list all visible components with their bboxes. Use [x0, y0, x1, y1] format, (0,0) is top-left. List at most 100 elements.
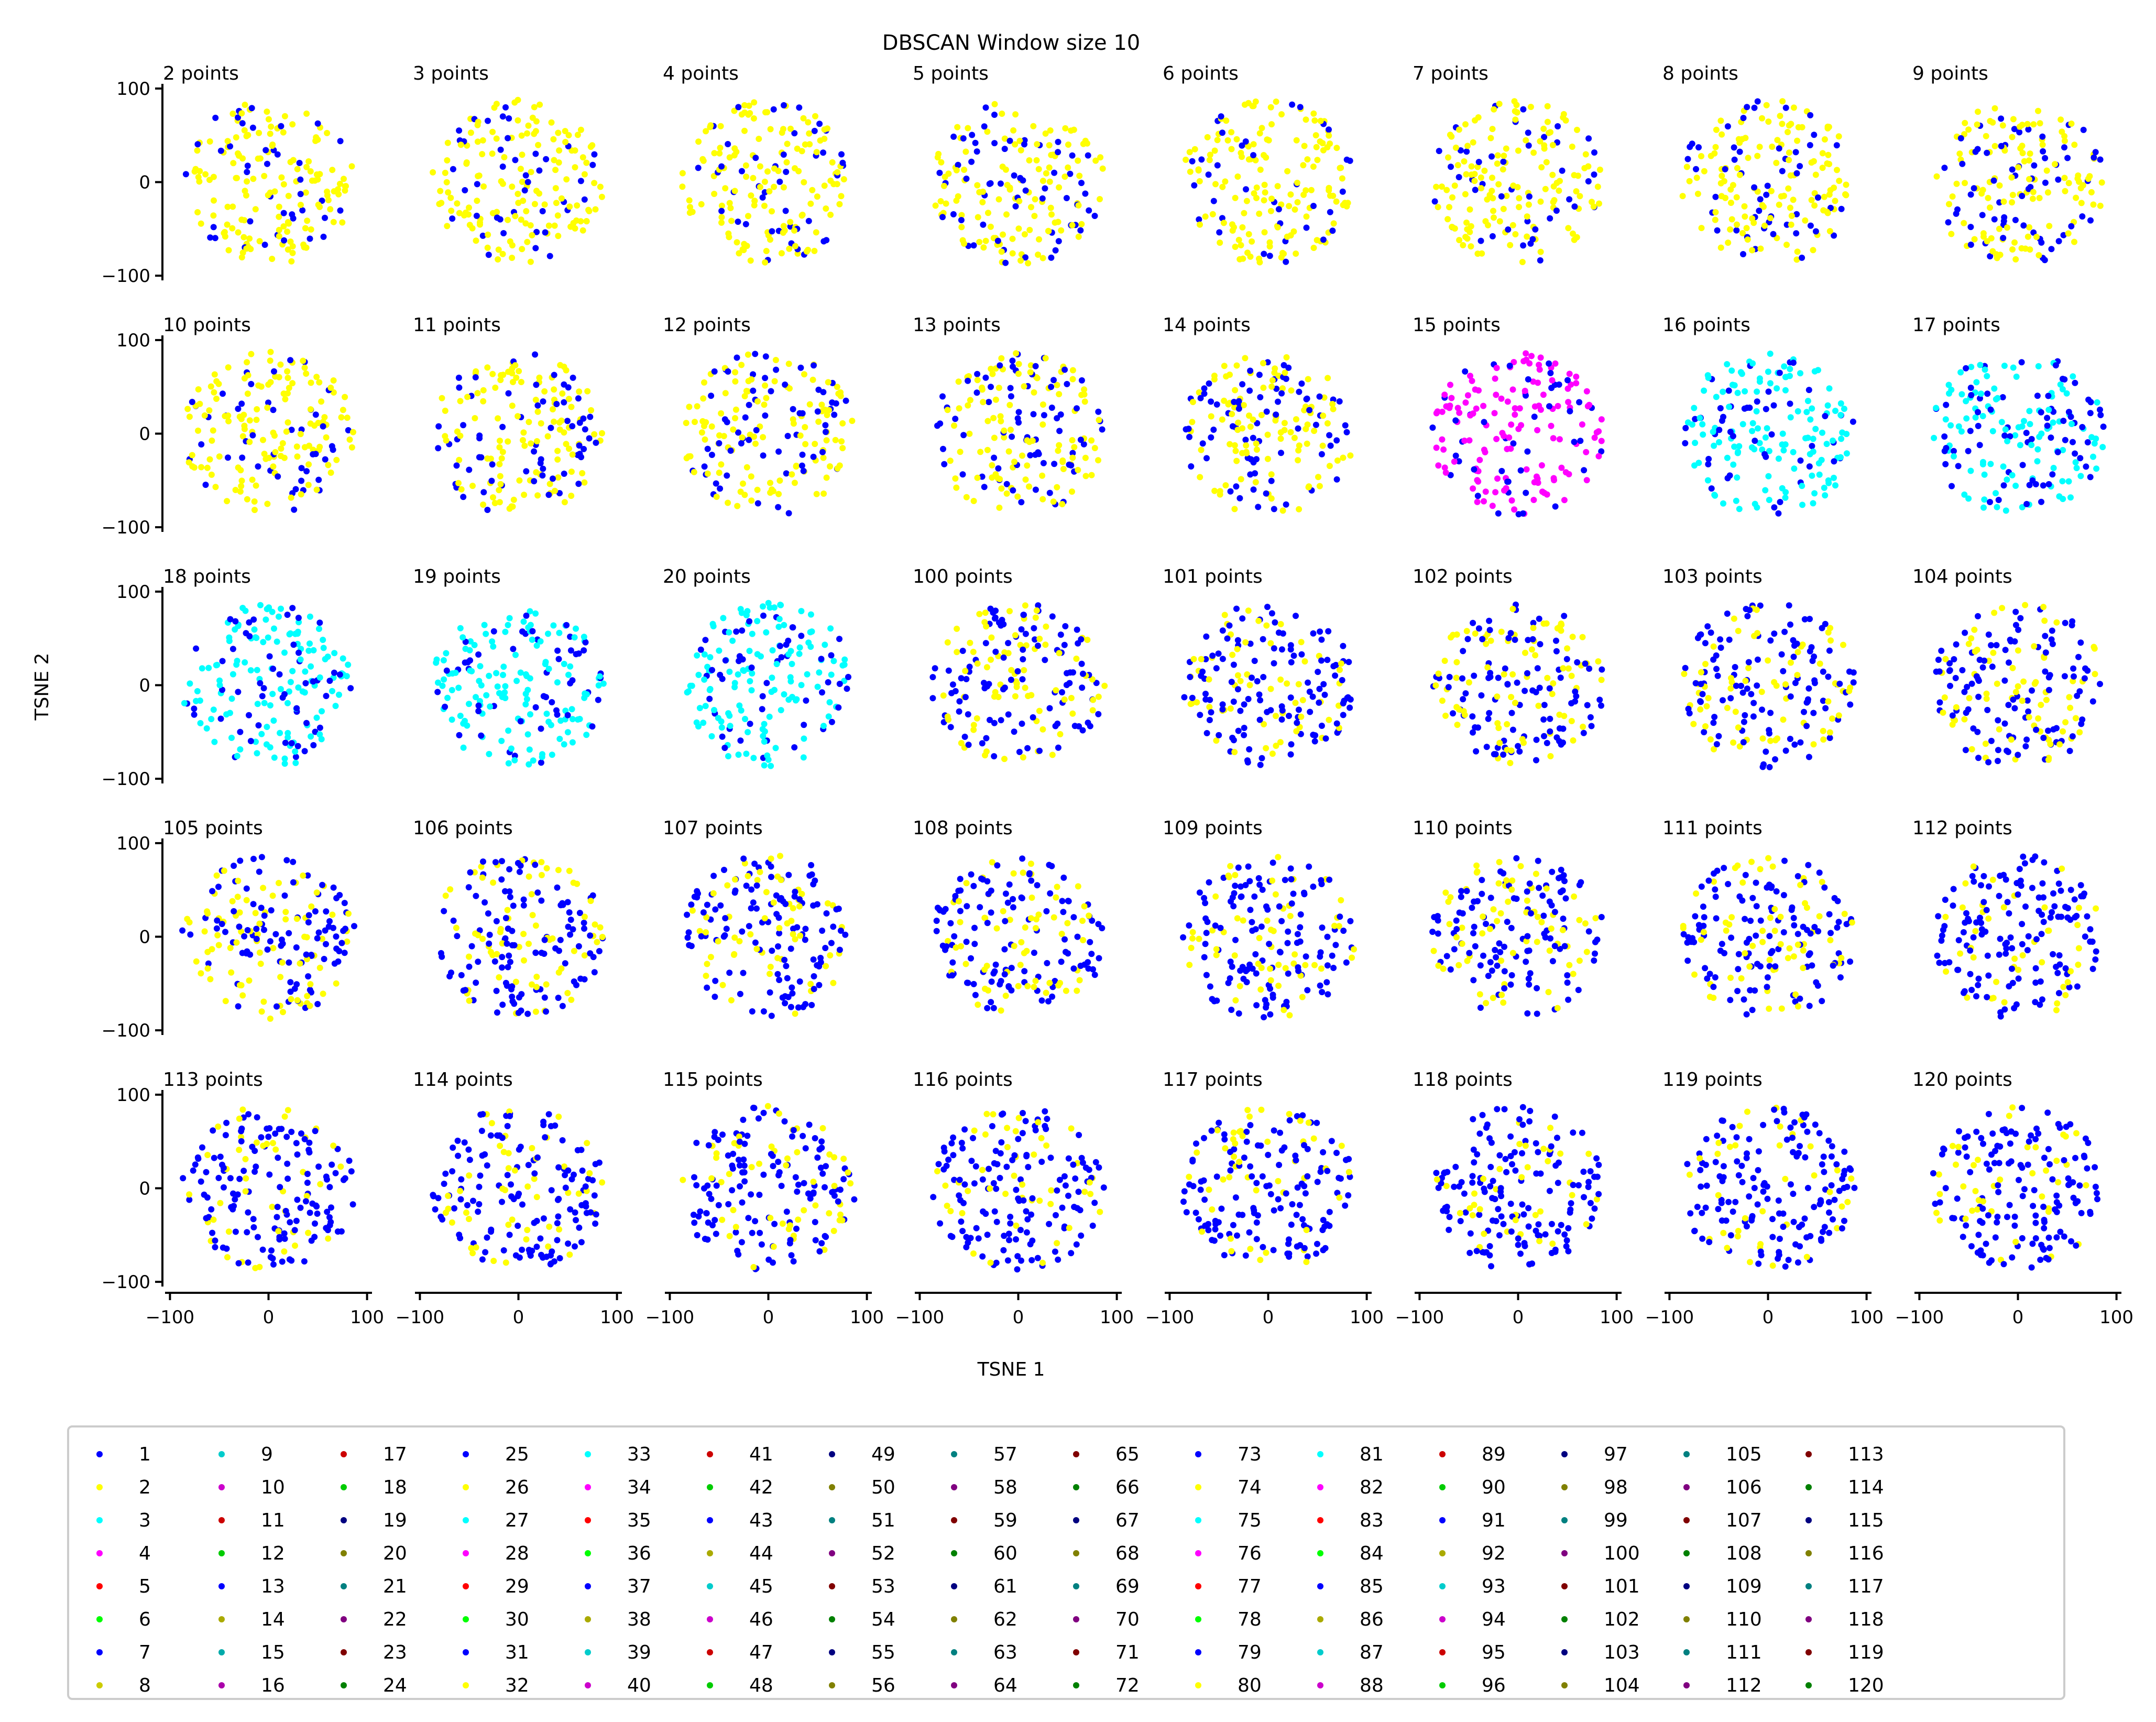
data-point	[1702, 661, 1709, 668]
data-point	[814, 962, 820, 968]
data-point	[278, 445, 284, 452]
data-point	[191, 464, 198, 471]
data-point	[278, 123, 284, 129]
data-point	[517, 669, 524, 676]
data-point	[724, 419, 730, 426]
data-point	[1239, 142, 1245, 149]
data-point	[1724, 704, 1731, 711]
data-point	[1547, 728, 1553, 735]
data-point	[1581, 165, 1588, 171]
data-point	[288, 740, 295, 747]
data-point	[1524, 670, 1530, 677]
data-point	[254, 931, 261, 938]
data-point	[2097, 202, 2104, 209]
data-point	[1318, 451, 1325, 457]
data-point	[1964, 683, 1971, 690]
data-point	[1549, 377, 1556, 384]
data-point	[2024, 697, 2031, 704]
data-point	[340, 655, 346, 662]
data-point	[473, 694, 479, 701]
data-point	[1766, 497, 1772, 503]
data-point	[1949, 483, 1955, 489]
data-point	[1787, 172, 1794, 179]
data-point	[980, 399, 987, 406]
data-point	[980, 244, 987, 251]
data-point	[1022, 924, 1028, 931]
data-point	[2070, 678, 2076, 684]
data-point	[952, 416, 959, 422]
data-point	[735, 751, 742, 758]
data-point	[1978, 390, 1984, 397]
data-point	[1461, 438, 1468, 444]
data-point	[267, 744, 273, 751]
data-point	[1429, 424, 1436, 431]
data-point	[466, 466, 473, 473]
data-point	[241, 933, 248, 940]
data-point	[971, 924, 978, 931]
data-point	[1012, 632, 1019, 639]
data-point	[1965, 448, 1972, 454]
data-point	[1239, 381, 1246, 388]
data-point	[227, 143, 234, 150]
data-point	[1713, 666, 1720, 672]
data-point	[294, 743, 301, 749]
data-point	[1695, 460, 1702, 466]
y-tick-label: −100	[102, 266, 150, 287]
data-point	[815, 386, 822, 393]
data-point	[807, 629, 814, 636]
data-point	[1211, 147, 1218, 154]
data-point	[285, 192, 292, 199]
data-point	[475, 651, 482, 658]
data-point	[823, 205, 829, 212]
data-point	[1811, 490, 1818, 497]
data-point	[577, 975, 584, 982]
data-point	[1189, 419, 1196, 426]
data-point	[569, 739, 576, 746]
data-point	[475, 958, 481, 965]
subplot-title: 2 points	[163, 63, 239, 84]
data-point	[204, 910, 211, 917]
data-point	[2008, 174, 2015, 181]
data-point	[464, 394, 471, 400]
data-point	[983, 735, 990, 742]
data-point	[1462, 399, 1469, 406]
data-point	[1549, 141, 1556, 148]
data-point	[316, 203, 323, 210]
data-point	[274, 151, 281, 158]
data-point	[224, 221, 231, 228]
data-point	[457, 398, 464, 405]
data-point	[251, 507, 258, 514]
data-point	[1503, 192, 1510, 199]
data-point	[1504, 681, 1511, 688]
data-point	[777, 853, 783, 859]
data-point	[1996, 182, 2003, 189]
data-point	[531, 478, 538, 485]
data-point	[1460, 696, 1466, 703]
data-point	[343, 673, 350, 680]
data-point	[1258, 755, 1265, 761]
data-point	[485, 910, 491, 917]
data-point	[842, 397, 849, 404]
data-point	[741, 241, 748, 247]
data-point	[1485, 222, 1491, 228]
data-point	[260, 437, 266, 443]
data-point	[252, 910, 259, 917]
data-point	[782, 382, 789, 388]
data-point	[194, 688, 201, 694]
data-point	[739, 627, 746, 634]
data-point	[528, 440, 534, 447]
data-point	[1774, 385, 1780, 392]
data-point	[591, 969, 598, 976]
data-point	[534, 889, 541, 896]
data-point	[995, 694, 1002, 700]
data-point	[967, 639, 973, 646]
data-point	[688, 682, 695, 689]
data-point	[1219, 215, 1225, 222]
data-point	[797, 364, 804, 371]
data-point	[1823, 441, 1830, 448]
data-point	[1268, 495, 1275, 502]
data-point	[1249, 674, 1255, 681]
data-point	[825, 379, 831, 386]
data-point	[1278, 390, 1285, 397]
data-point	[1731, 156, 1738, 163]
